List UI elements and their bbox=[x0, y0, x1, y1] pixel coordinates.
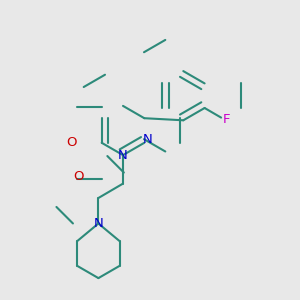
Text: O: O bbox=[66, 136, 77, 149]
Text: N: N bbox=[118, 148, 128, 162]
Text: O: O bbox=[73, 169, 83, 183]
Text: N: N bbox=[142, 133, 152, 146]
Text: F: F bbox=[223, 112, 230, 126]
Text: N: N bbox=[94, 217, 103, 230]
